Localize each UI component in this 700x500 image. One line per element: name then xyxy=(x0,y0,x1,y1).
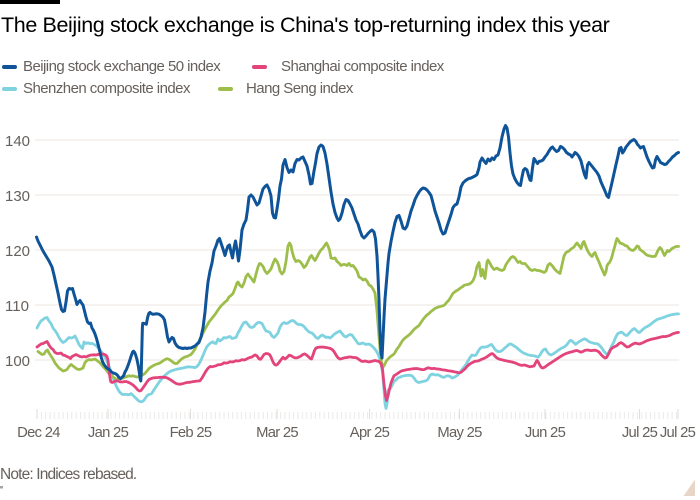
svg-text:130: 130 xyxy=(5,188,30,205)
svg-text:Dec 24: Dec 24 xyxy=(17,425,60,441)
svg-text:100: 100 xyxy=(5,353,30,370)
svg-text:140: 140 xyxy=(5,133,30,150)
svg-text:Feb 25: Feb 25 xyxy=(170,425,212,441)
svg-text:Jul 25: Jul 25 xyxy=(660,425,696,441)
svg-text:Jan 25: Jan 25 xyxy=(88,425,129,441)
svg-text:Jul 25: Jul 25 xyxy=(622,425,658,441)
svg-text:May 25: May 25 xyxy=(437,425,482,441)
svg-text:Mar 25: Mar 25 xyxy=(256,425,298,441)
svg-text:Apr 25: Apr 25 xyxy=(350,425,390,441)
svg-text:110: 110 xyxy=(5,298,29,315)
svg-text:120: 120 xyxy=(5,243,30,260)
svg-text:Jun 25: Jun 25 xyxy=(525,425,566,441)
